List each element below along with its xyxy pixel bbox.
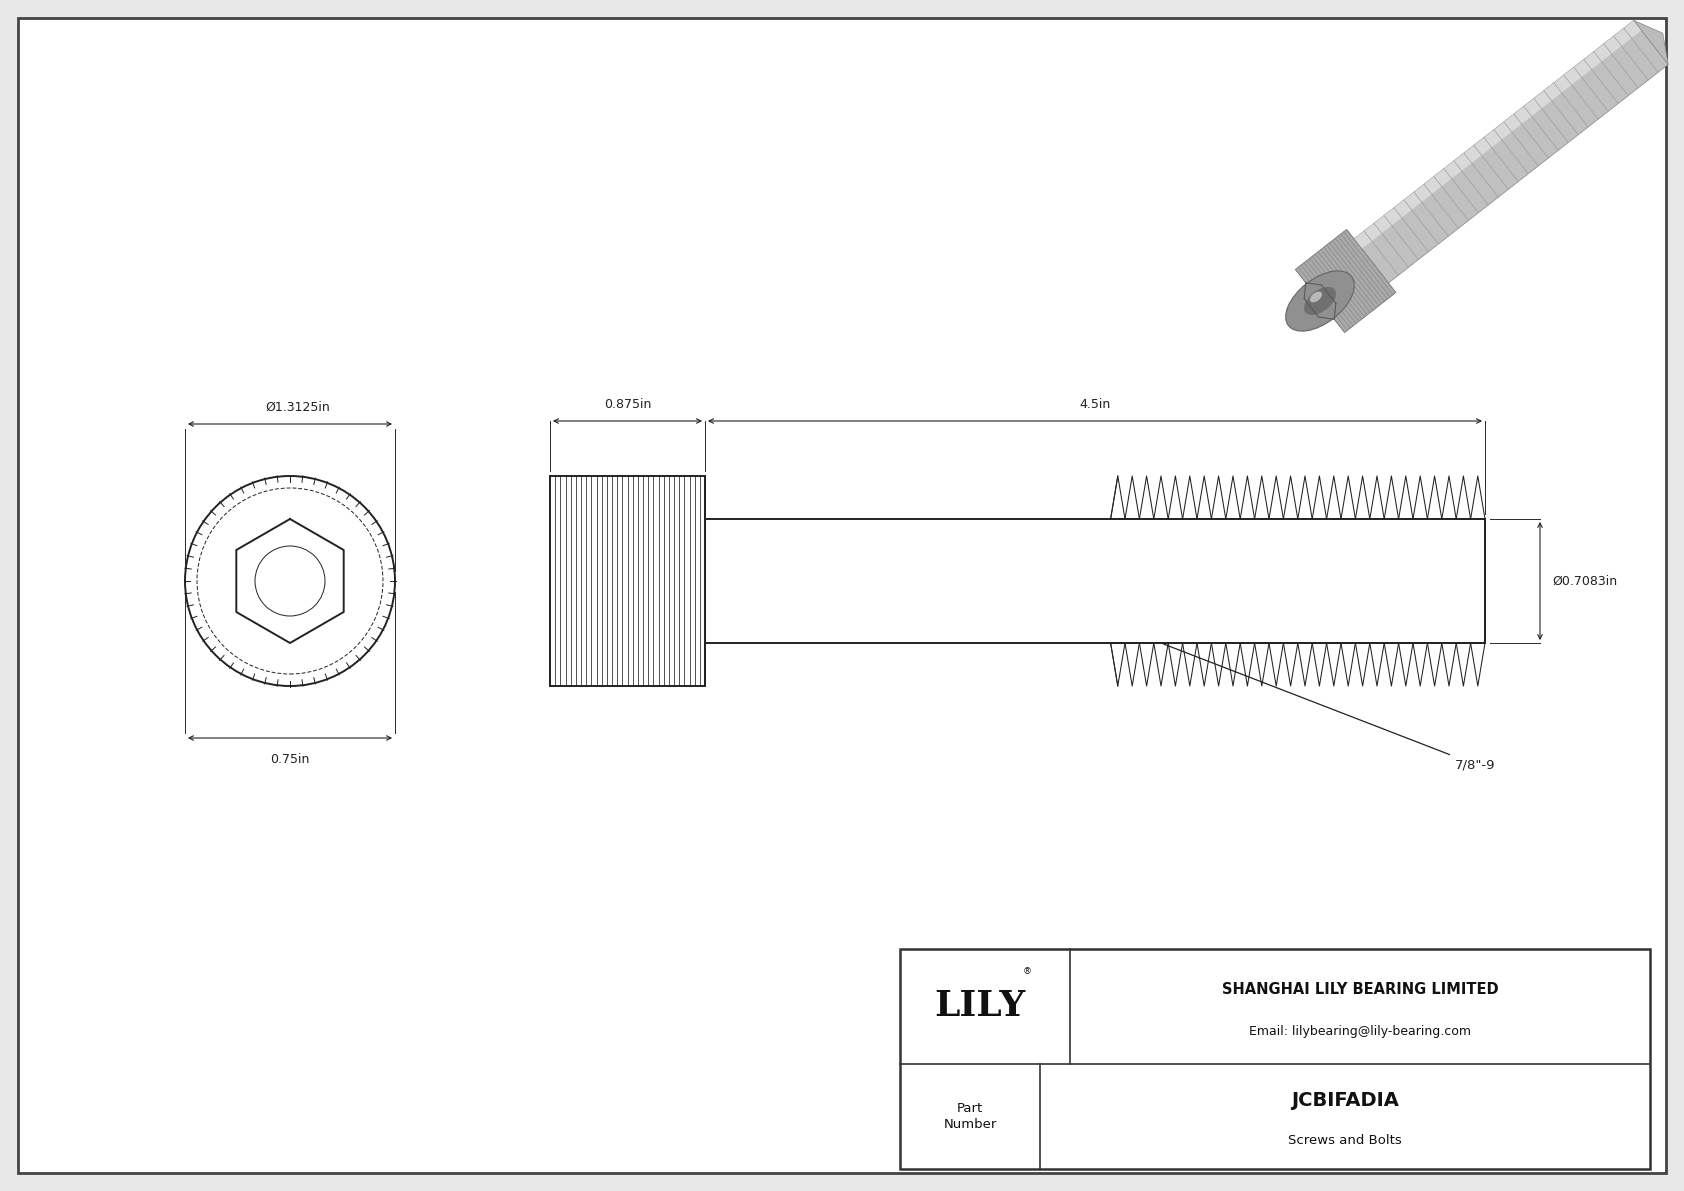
Bar	[899, 949, 1650, 1170]
Text: SHANGHAI LILY BEARING LIMITED: SHANGHAI LILY BEARING LIMITED	[1221, 981, 1499, 997]
Ellipse shape	[1310, 292, 1322, 303]
Text: 0.75in: 0.75in	[271, 753, 310, 766]
Ellipse shape	[1285, 270, 1354, 331]
Polygon shape	[1633, 20, 1669, 64]
Text: Ø0.7083in: Ø0.7083in	[1553, 574, 1617, 587]
Polygon shape	[1354, 20, 1642, 249]
Bar	[551, 476, 706, 686]
Text: 7/8"-9: 7/8"-9	[1164, 644, 1495, 771]
Text: 0.875in: 0.875in	[605, 398, 652, 411]
Text: Ø1.3125in: Ø1.3125in	[266, 401, 330, 414]
Text: Part
Number: Part Number	[943, 1103, 997, 1130]
Polygon shape	[1354, 20, 1669, 283]
Text: Email: lilybearing@lily-bearing.com: Email: lilybearing@lily-bearing.com	[1250, 1025, 1472, 1039]
Bar	[1111, 519, 1485, 643]
Text: ®: ®	[1022, 967, 1032, 977]
Text: Screws and Bolts: Screws and Bolts	[1288, 1134, 1401, 1147]
Text: LILY: LILY	[935, 990, 1026, 1023]
Ellipse shape	[1303, 287, 1335, 316]
Polygon shape	[1295, 230, 1396, 332]
Text: JCBIFADIA: JCBIFADIA	[1292, 1091, 1399, 1110]
Text: 4.5in: 4.5in	[1079, 398, 1111, 411]
